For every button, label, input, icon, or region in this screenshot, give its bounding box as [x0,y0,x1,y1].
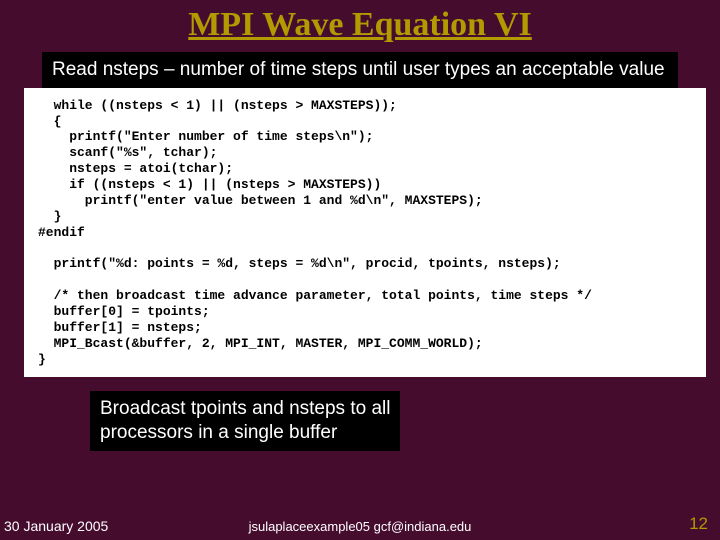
slide-title: MPI Wave Equation VI [0,0,720,44]
footer-center: jsulaplaceexample05 gcf@indiana.edu [0,519,720,534]
annotation-top: Read nsteps – number of time steps until… [42,52,678,88]
footer-page-number: 12 [689,514,708,534]
annotation-bottom: Broadcast tpoints and nsteps to all proc… [90,391,400,451]
code-block: while ((nsteps < 1) || (nsteps > MAXSTEP… [24,88,706,378]
